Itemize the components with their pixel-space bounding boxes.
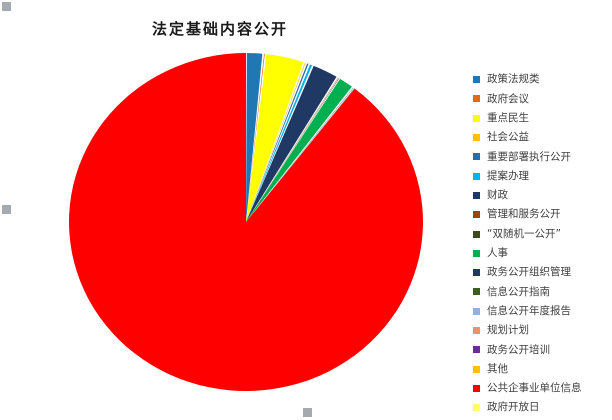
pie-slice[interactable] — [69, 53, 424, 391]
legend-item[interactable]: 重点民生 — [473, 109, 609, 128]
legend-color-swatch — [473, 211, 480, 219]
legend-item-label: 重要部署执行公开 — [487, 150, 571, 163]
legend-item[interactable]: 规划计划 — [473, 321, 609, 340]
legend-item[interactable]: 政务公开培训 — [473, 340, 609, 359]
pie-chart-svg — [69, 53, 424, 391]
pie-chart[interactable] — [66, 48, 426, 394]
legend-item[interactable]: 管理和服务公开 — [473, 205, 609, 224]
legend-item-label: 社会公益 — [487, 131, 529, 144]
pie-slice-group — [69, 53, 424, 391]
legend-color-swatch — [473, 191, 480, 199]
legend-item[interactable]: 其他 — [473, 359, 609, 378]
legend-color-swatch — [473, 269, 480, 277]
pie-slice[interactable] — [246, 54, 304, 222]
pie-slice[interactable] — [246, 77, 339, 222]
legend-item-label: 管理和服务公开 — [487, 208, 561, 221]
legend-color-swatch — [473, 153, 480, 161]
legend-color-swatch — [473, 307, 480, 315]
legend-item[interactable]: 政府开放日 — [473, 398, 609, 417]
legend-item-label: 财政 — [487, 189, 508, 202]
legend-item-label: 政务公开组织管理 — [487, 266, 571, 279]
legend-item[interactable]: 政府会议 — [473, 89, 609, 108]
legend-item[interactable]: 社会公益 — [473, 128, 609, 147]
legend-color-swatch — [473, 384, 480, 392]
legend-color-swatch — [473, 365, 480, 373]
pie-slice[interactable] — [246, 53, 265, 222]
chart-legend: 政策法规类政府会议重点民生社会公益重要部署执行公开 提案办理财政管理和服务公开 “双… — [473, 70, 609, 417]
legend-item[interactable]: 人事 — [473, 244, 609, 263]
legend-color-swatch — [473, 230, 480, 238]
pie-slice[interactable] — [246, 64, 313, 222]
pie-slice[interactable] — [246, 78, 340, 222]
pie-slice[interactable] — [246, 62, 306, 223]
legend-item-label: 其他 — [487, 362, 508, 375]
legend-color-swatch — [473, 95, 480, 103]
legend-item-label: 人事 — [487, 247, 508, 260]
legend-item[interactable]: 政务公开组织管理 — [473, 263, 609, 282]
legend-color-swatch — [473, 249, 480, 257]
legend-color-swatch — [473, 288, 480, 296]
legend-item-label: 提案办理 — [487, 169, 529, 182]
legend-item[interactable]: 信息公开指南 — [473, 282, 609, 301]
legend-item[interactable]: “双随机一公开” — [473, 224, 609, 243]
legend-item-label: 重点民生 — [487, 111, 529, 124]
legend-color-swatch — [473, 404, 480, 412]
legend-item[interactable]: 提案办理 — [473, 166, 609, 185]
pie-slice[interactable] — [246, 63, 309, 222]
pie-slice[interactable] — [246, 78, 352, 222]
legend-color-swatch — [473, 346, 480, 354]
pie-slice[interactable] — [246, 87, 354, 222]
legend-item[interactable]: 信息公开年度报告 — [473, 302, 609, 321]
legend-color-swatch — [473, 172, 480, 180]
legend-item-label: 政务公开培训 — [487, 343, 550, 356]
legend-item[interactable]: 重要部署执行公开 — [473, 147, 609, 166]
legend-color-swatch — [473, 76, 480, 84]
pie-slice[interactable] — [246, 53, 263, 222]
legend-item-label: 政策法规类 — [487, 73, 540, 86]
legend-color-swatch — [473, 134, 480, 142]
pie-slice[interactable] — [246, 88, 355, 222]
handle-bottom-center[interactable] — [303, 408, 312, 417]
legend-item-label: 信息公开指南 — [487, 285, 550, 298]
legend-color-swatch — [473, 327, 480, 334]
legend-item-label: 信息公开年度报告 — [487, 304, 571, 317]
handle-top-left[interactable] — [2, 2, 11, 11]
legend-item-label: 政府开放日 — [487, 401, 540, 414]
legend-color-swatch — [473, 114, 480, 122]
legend-item-label: 规划计划 — [487, 324, 529, 337]
legend-item-label: 政府会议 — [487, 92, 529, 105]
legend-item[interactable]: 公共企事业单位信息 — [473, 379, 609, 398]
handle-middle-left[interactable] — [2, 205, 11, 214]
chart-title: 法定基础内容公开 — [151, 22, 288, 38]
legend-item[interactable]: 财政 — [473, 186, 609, 205]
pie-slice[interactable] — [246, 65, 337, 222]
legend-item-label: 公共企事业单位信息 — [487, 382, 582, 395]
legend-item-label: “双随机一公开” — [487, 227, 561, 240]
legend-item[interactable]: 政策法规类 — [473, 70, 609, 89]
